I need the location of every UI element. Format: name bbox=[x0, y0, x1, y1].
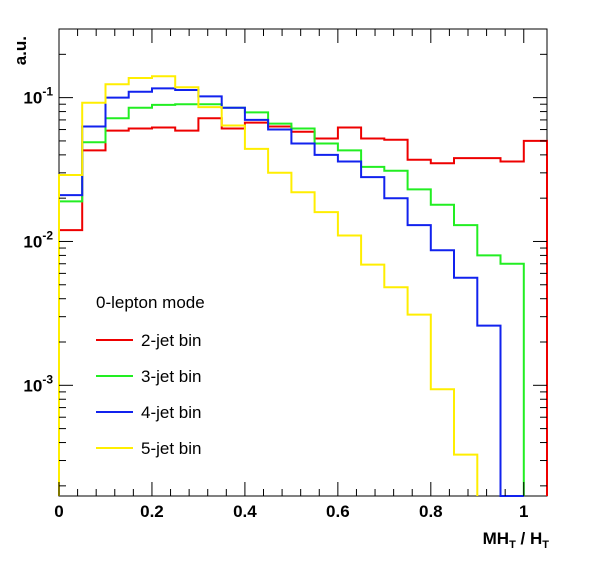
y-tick-label-base: 10 bbox=[23, 89, 42, 108]
x-axis-label-sep-sub: T bbox=[542, 539, 549, 551]
x-tick-label: 0.4 bbox=[233, 502, 257, 521]
legend-label: 3-jet bin bbox=[141, 367, 201, 386]
y-axis-label: a.u. bbox=[11, 36, 30, 65]
y-tick-label: 10-2 bbox=[23, 228, 53, 251]
x-tick-label: 0 bbox=[54, 502, 63, 521]
x-axis-label: MHT / HT bbox=[483, 529, 550, 551]
y-tick-label-exponent: -2 bbox=[42, 228, 53, 242]
y-tick-label: 10-1 bbox=[23, 85, 53, 108]
y-tick-label: 10-3 bbox=[23, 372, 53, 395]
y-tick-label-exponent: -1 bbox=[42, 85, 53, 99]
tick-layer: 0 0.2 0.4 0.6 0.8 110-110-210-3 bbox=[23, 29, 547, 521]
legend-header: 0-lepton mode bbox=[96, 293, 205, 312]
legend-label: 5-jet bin bbox=[141, 439, 201, 458]
legend: 0-lepton mode 2-jet bin 3-jet bin 4-jet bi… bbox=[96, 293, 205, 458]
y-tick-label-exponent: -3 bbox=[42, 372, 53, 386]
x-axis-label-sep: / H bbox=[516, 529, 542, 548]
series-5-jet-line bbox=[58, 75, 479, 496]
x-axis-label-main: MH bbox=[483, 529, 509, 548]
x-axis-label-main-sub: T bbox=[509, 539, 516, 551]
x-tick-label: 0.2 bbox=[140, 502, 164, 521]
y-tick-label-base: 10 bbox=[23, 232, 42, 251]
x-tick-label: 0.6 bbox=[326, 502, 350, 521]
legend-label: 2-jet bin bbox=[141, 331, 201, 350]
series-layer bbox=[58, 75, 548, 497]
legend-label: 4-jet bin bbox=[141, 403, 201, 422]
y-tick-label-base: 10 bbox=[23, 376, 42, 395]
series-4-jet-line bbox=[58, 87, 524, 497]
plot-frame bbox=[58, 28, 548, 497]
x-tick-label: 1 bbox=[519, 502, 528, 521]
x-tick-label: 0.8 bbox=[419, 502, 443, 521]
